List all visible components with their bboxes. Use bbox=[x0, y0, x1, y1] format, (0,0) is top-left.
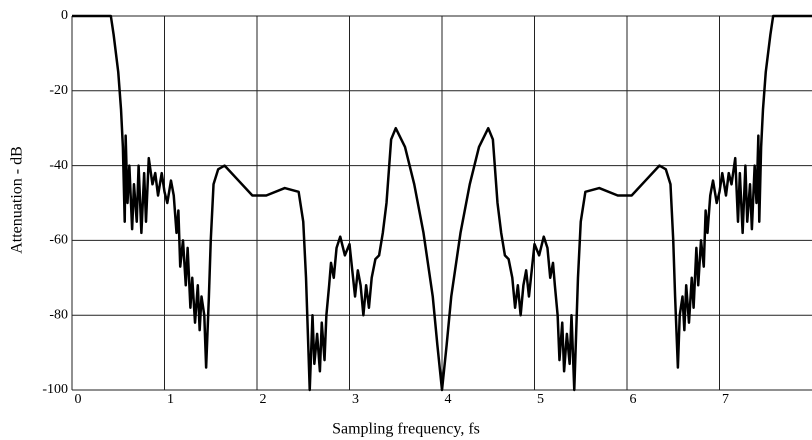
y-tick-label: -20 bbox=[49, 83, 68, 98]
x-tick-label: 7 bbox=[722, 392, 729, 407]
y-tick-label: -100 bbox=[42, 382, 68, 397]
x-tick-label: 0 bbox=[75, 392, 82, 407]
x-tick-label: 3 bbox=[352, 392, 359, 407]
x-axis-title: Sampling frequency, fs bbox=[332, 421, 480, 438]
x-tick-label: 1 bbox=[167, 392, 174, 407]
y-axis-title: Attenuation - dB bbox=[9, 146, 26, 254]
x-tick-label: 6 bbox=[630, 392, 637, 407]
y-tick-label: -80 bbox=[49, 307, 68, 322]
y-tick-label: 0 bbox=[61, 8, 68, 23]
x-tick-label: 2 bbox=[260, 392, 267, 407]
y-tick-label: -40 bbox=[49, 158, 68, 173]
data-line bbox=[72, 14, 812, 392]
x-tick-label: 5 bbox=[537, 392, 544, 407]
y-tick-label: -60 bbox=[49, 233, 68, 248]
x-tick-label: 4 bbox=[445, 392, 452, 407]
